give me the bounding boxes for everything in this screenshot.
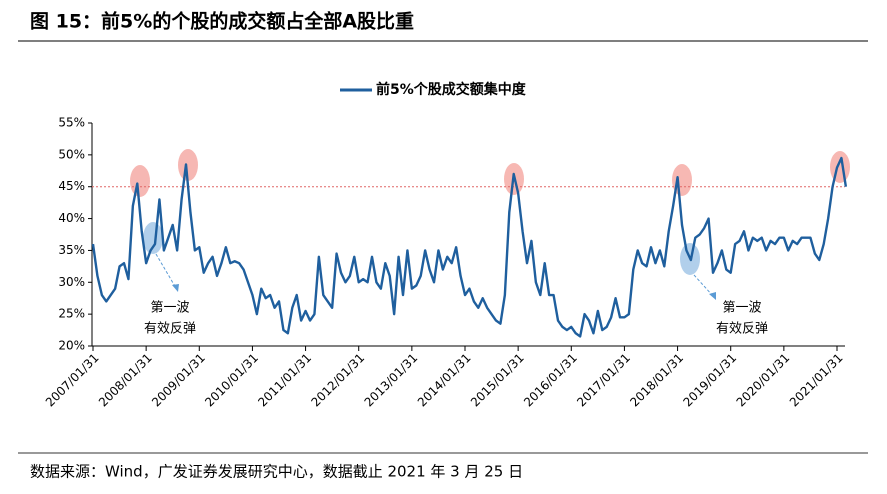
annotation: 有效反弹 bbox=[716, 322, 768, 337]
peak-circle bbox=[178, 149, 198, 181]
y-tick-label: 45% bbox=[58, 179, 85, 193]
x-tick-label: 2009/01/31 bbox=[149, 351, 208, 410]
x-tick-label: 2007/01/31 bbox=[43, 351, 102, 410]
x-tick-label: 2021/01/31 bbox=[787, 351, 846, 410]
x-tick-label: 2018/01/31 bbox=[627, 351, 686, 410]
annotation: 有效反弹 bbox=[144, 322, 196, 337]
y-tick-label: 25% bbox=[58, 307, 85, 321]
arrow bbox=[155, 253, 177, 289]
source: 数据来源：Wind，广发证券发展研究中心，数据截止 2021 年 3 月 25 … bbox=[30, 463, 523, 481]
annotation: 第一波 bbox=[722, 301, 761, 316]
y-tick-label: 40% bbox=[58, 211, 85, 225]
annotation: 第一波 bbox=[150, 301, 189, 316]
y-tick-label: 30% bbox=[58, 275, 85, 289]
y-tick-label: 20% bbox=[58, 339, 85, 353]
peak-circle bbox=[130, 165, 150, 197]
x-tick-label: 2017/01/31 bbox=[574, 351, 633, 410]
x-tick-label: 2019/01/31 bbox=[680, 351, 739, 410]
x-tick-label: 2020/01/31 bbox=[734, 351, 793, 410]
arrowhead bbox=[709, 292, 716, 300]
y-tick-label: 50% bbox=[58, 147, 85, 161]
x-tick-label: 2016/01/31 bbox=[521, 351, 580, 410]
x-tick-label: 2011/01/31 bbox=[255, 351, 314, 410]
peak-circle bbox=[830, 151, 850, 183]
chart-title: 图 15：前5%的个股的成交额占全部A股比重 bbox=[30, 10, 414, 33]
x-tick-label: 2012/01/31 bbox=[308, 351, 367, 410]
x-tick-label: 2013/01/31 bbox=[362, 351, 421, 410]
x-tick-label: 2015/01/31 bbox=[468, 351, 527, 410]
series-line bbox=[91, 156, 848, 338]
arrow bbox=[693, 274, 714, 297]
legend-label: 前5%个股成交额集中度 bbox=[376, 81, 527, 98]
x-tick-label: 2014/01/31 bbox=[415, 351, 474, 410]
highlights bbox=[130, 149, 850, 197]
arrowhead bbox=[172, 284, 179, 292]
rebound-circle bbox=[143, 222, 163, 254]
x-tick-label: 2008/01/31 bbox=[96, 351, 155, 410]
y-tick-label: 55% bbox=[58, 116, 85, 130]
x-tick-label: 2010/01/31 bbox=[202, 351, 261, 410]
y-tick-label: 35% bbox=[58, 243, 85, 257]
